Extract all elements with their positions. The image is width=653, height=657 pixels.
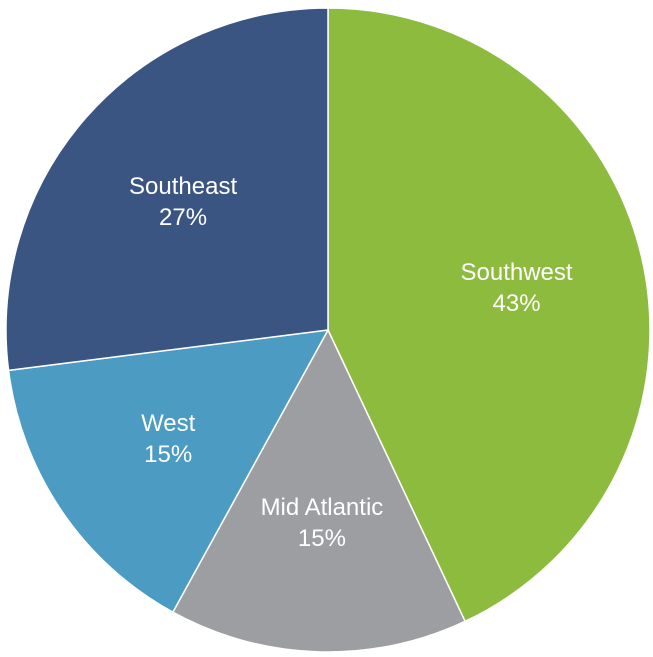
slice-label: Southwest 43% bbox=[461, 257, 573, 319]
value-label: 27% bbox=[159, 204, 208, 232]
category-label: West bbox=[141, 409, 196, 437]
value-label: 15% bbox=[297, 525, 346, 553]
category-label: Mid Atlantic bbox=[260, 494, 384, 522]
value-label: 43% bbox=[492, 289, 541, 317]
pie-slice bbox=[171, 328, 467, 653]
slice-label: West 15% bbox=[141, 408, 195, 470]
category-label: Southeast bbox=[129, 173, 238, 201]
pie-slice bbox=[327, 7, 651, 623]
category-label: Southwest bbox=[460, 258, 573, 286]
slice-label: Mid Atlantic 15% bbox=[261, 492, 384, 554]
pie-slice bbox=[5, 7, 329, 372]
pie-slice bbox=[7, 329, 330, 614]
value-label: 15% bbox=[144, 440, 193, 468]
slice-label: Southeast 27% bbox=[129, 171, 237, 233]
